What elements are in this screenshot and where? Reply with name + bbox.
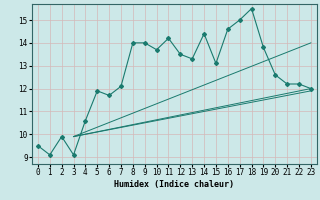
X-axis label: Humidex (Indice chaleur): Humidex (Indice chaleur) (115, 180, 234, 189)
